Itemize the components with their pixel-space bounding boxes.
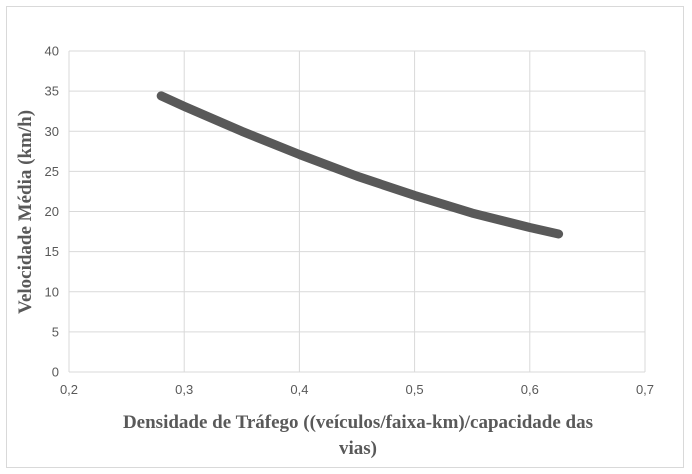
x-axis-title-line-2: vias) (339, 438, 377, 459)
y-axis-title: Velocidade Média (km/h) (15, 110, 36, 314)
chart-frame (6, 6, 684, 468)
y-tick-label: 5 (52, 324, 59, 339)
x-axis-title-line-1: Densidade de Tráfego ((veículos/faixa-km… (123, 412, 593, 433)
y-tick-label: 10 (45, 284, 59, 299)
x-tick-label: 0,4 (290, 382, 308, 397)
gridlines (68, 50, 646, 373)
y-tick-labels: 0 5 10 15 20 25 30 35 40 (45, 44, 59, 380)
y-tick-label: 30 (45, 124, 59, 139)
x-tick-label: 0,7 (636, 382, 654, 397)
y-tick-label: 0 (52, 365, 59, 380)
series-line-0 (156, 91, 564, 239)
x-tick-label: 0,2 (60, 382, 78, 397)
y-tick-label: 40 (45, 44, 59, 59)
x-tick-label: 0,5 (406, 382, 424, 397)
y-tick-label: 35 (45, 84, 59, 99)
series-layer (156, 91, 564, 239)
x-tick-label: 0,6 (521, 382, 539, 397)
y-tick-label: 15 (45, 244, 59, 259)
y-tick-label: 20 (45, 204, 59, 219)
x-tick-label: 0,3 (175, 382, 193, 397)
y-tick-label: 25 (45, 164, 59, 179)
x-tick-labels: 0,2 0,3 0,4 0,5 0,6 0,7 (60, 382, 654, 397)
